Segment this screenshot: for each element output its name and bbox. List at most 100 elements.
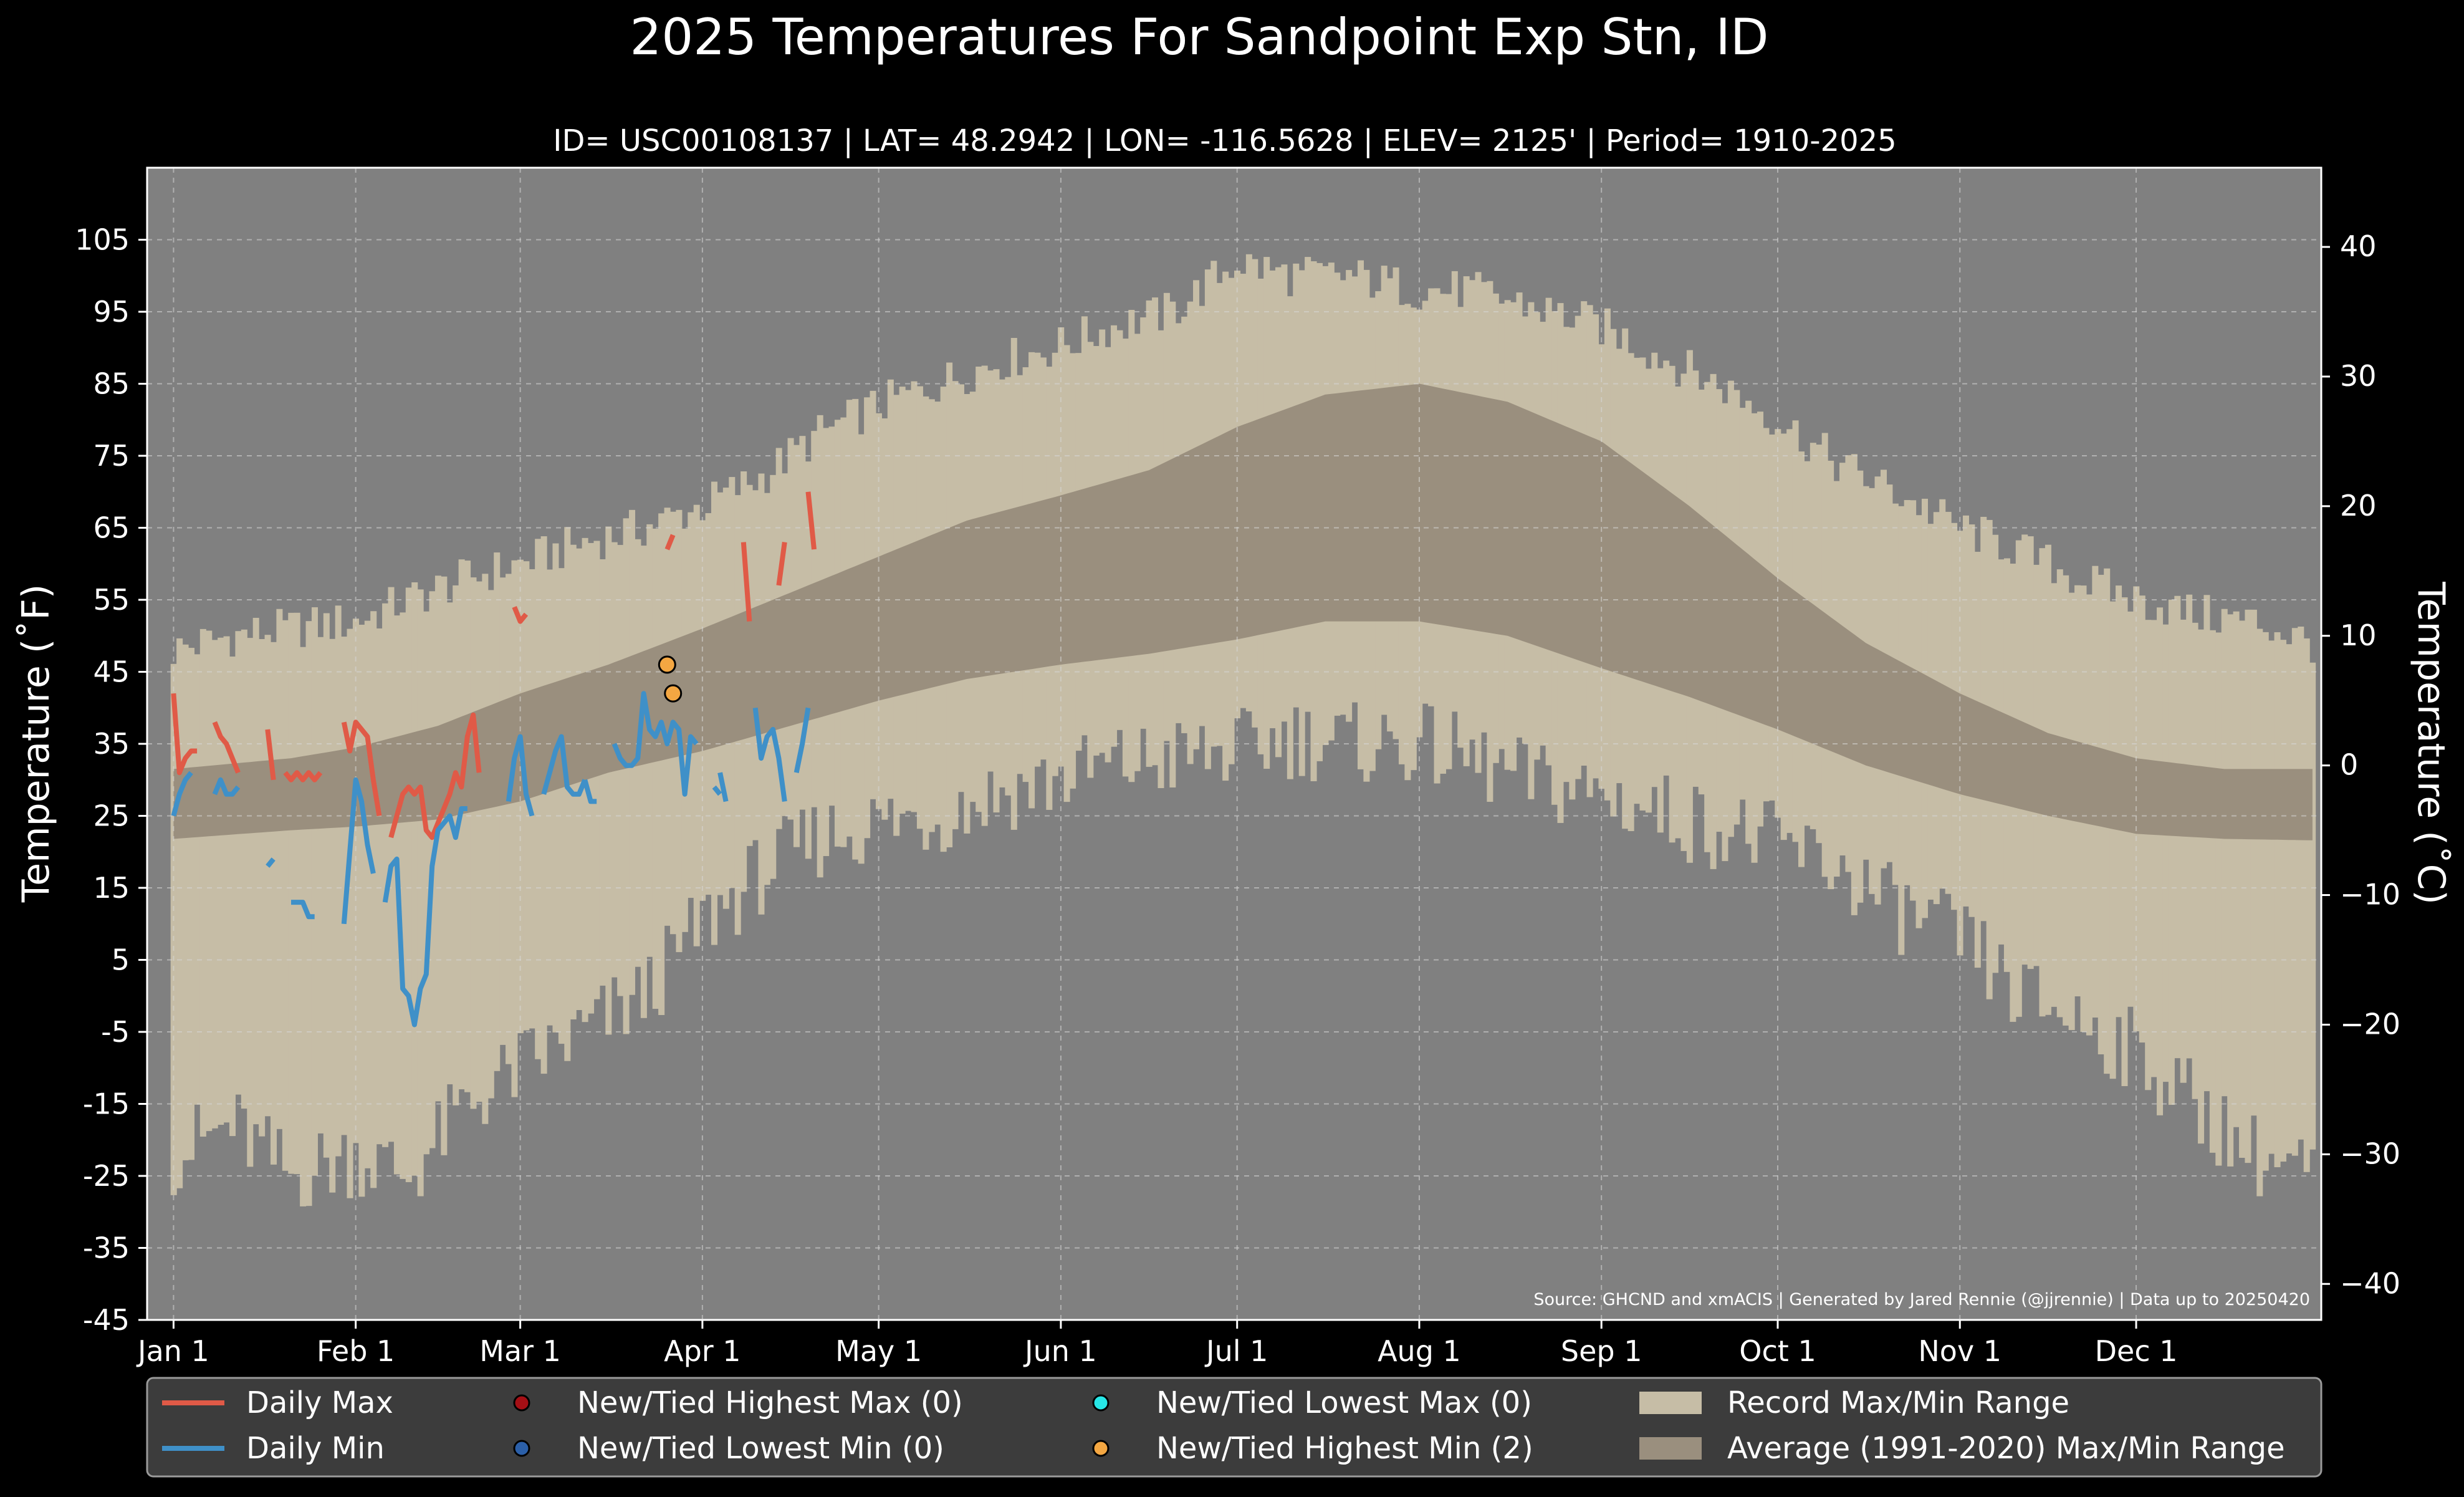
legend-marker-new-highest-min <box>1092 1440 1110 1457</box>
record-range-bar <box>2268 640 2275 1154</box>
daily-max-line <box>212 721 241 774</box>
legend-swatch-normal-range <box>1639 1437 1702 1460</box>
record-range-bar <box>605 526 612 1035</box>
record-range-bar <box>405 587 412 1183</box>
y-tick-label-c: −30 <box>2340 1137 2400 1170</box>
record-range-bar <box>476 581 482 1102</box>
record-range-bar <box>529 569 535 1029</box>
x-tick-label: Nov 1 <box>1918 1334 2001 1368</box>
record-range-bar <box>2203 595 2210 1092</box>
record-range-bar <box>2239 620 2246 1158</box>
x-tick-label: Sep 1 <box>1561 1334 1642 1368</box>
record-range-bar <box>218 637 224 1125</box>
y-tick-label-f: -45 <box>83 1303 130 1337</box>
legend-item-daily-max: Daily Max <box>162 1385 393 1420</box>
chart-title: 2025 Temperatures For Sandpoint Exp Stn,… <box>630 8 1768 66</box>
y-tick-label-f: -5 <box>101 1015 130 1049</box>
record-range-bar <box>194 654 201 1105</box>
record-range-bar <box>329 638 336 1193</box>
record-range-bar <box>417 589 424 1196</box>
daily-min-line <box>212 777 241 797</box>
record-range-bar <box>2215 632 2222 1166</box>
record-range-bar <box>282 620 289 1171</box>
source-note: Source: GHCND and xmACIS | Generated by … <box>1533 1290 2310 1309</box>
x-tick-label: Jul 1 <box>1204 1334 1268 1368</box>
legend-marker-new-lowest-min <box>513 1440 530 1457</box>
record-range-bar <box>2280 640 2287 1162</box>
legend-label-normal-range: Average (1991-2020) Max/Min Range <box>1727 1431 2285 1466</box>
record-range-bar <box>411 582 418 1176</box>
record-range-bar <box>311 607 318 1176</box>
daily-max-line <box>265 729 276 781</box>
record-range-bar <box>347 628 353 1198</box>
record-range-bar <box>288 612 295 1174</box>
record-range-bar <box>317 637 324 1134</box>
daily-min-line <box>717 772 729 802</box>
legend-item-daily-min: Daily Min <box>162 1431 385 1466</box>
record-range-bar <box>506 574 512 1064</box>
record-range-bar <box>341 637 348 1135</box>
record-range-bar <box>300 647 307 1206</box>
x-tick-label: Jun 1 <box>1023 1334 1097 1368</box>
daily-max-line <box>664 534 676 551</box>
record-range-bar <box>564 527 571 1061</box>
x-tick-label: Aug 1 <box>1378 1334 1461 1368</box>
y-tick-label-f: 55 <box>93 583 130 617</box>
y-tick-label-c: −10 <box>2340 878 2400 912</box>
grid-lines <box>147 168 2321 1321</box>
record-range-bar <box>323 613 330 1158</box>
legend-label-new-highest-max: New/Tied Highest Max (0) <box>577 1385 963 1420</box>
y-tick-label-c: −20 <box>2340 1007 2400 1041</box>
daily-min-line <box>541 734 588 797</box>
record-range-bar <box>2168 599 2175 1105</box>
x-tick-label: Jan 1 <box>136 1334 209 1368</box>
record-range-bar <box>423 611 430 1155</box>
record-range-bar <box>2162 624 2169 1082</box>
record-range-bar <box>2121 597 2128 1087</box>
record-range-bar <box>358 624 365 1197</box>
y-tick-label-c: 0 <box>2340 748 2358 782</box>
legend-marker-new-lowest-max <box>1092 1394 1110 1412</box>
record-range-bar <box>2192 622 2198 1099</box>
legend-label-new-lowest-min: New/Tied Lowest Min (0) <box>577 1431 944 1466</box>
legend-label-daily-max: Daily Max <box>246 1385 393 1420</box>
record-range-bar <box>199 628 206 1137</box>
record-range-bar <box>400 612 406 1179</box>
record-range-bar <box>294 612 300 1175</box>
daily-min-series <box>171 691 811 1028</box>
record-range-bar <box>2245 609 2251 1163</box>
x-tick-label: Feb 1 <box>317 1334 395 1368</box>
legend-label-record-range: Record Max/Min Range <box>1727 1385 2069 1420</box>
daily-min-line <box>291 900 315 920</box>
record-point-highest-min <box>658 655 676 674</box>
record-range-bar <box>640 546 647 1018</box>
legend-item-new-lowest-max: New/Tied Lowest Max (0) <box>1092 1385 1532 1420</box>
record-range-bar <box>2233 611 2240 1127</box>
record-range-bar <box>446 602 453 1085</box>
record-range-bar <box>2286 644 2293 1154</box>
y-tick-label-f: 5 <box>112 943 130 977</box>
plot-area: Source: GHCND and xmACIS | Generated by … <box>146 166 2323 1321</box>
x-tick-label: Mar 1 <box>479 1334 561 1368</box>
record-range-bar <box>376 628 383 1145</box>
record-range-bar <box>270 642 277 1165</box>
record-range-bar <box>364 620 371 1168</box>
record-range-bar <box>658 513 665 1015</box>
record-range-bar <box>382 603 389 1147</box>
legend-box <box>146 1377 2323 1478</box>
y-tick-label-f: 75 <box>93 439 130 473</box>
record-range-bar <box>370 611 377 1188</box>
record-range-bar <box>2150 620 2157 1077</box>
chart-subtitle: ID= USC00108137 | LAT= 48.2942 | LON= -1… <box>553 123 1896 158</box>
daily-min-line <box>611 691 699 797</box>
record-range-bar <box>182 644 189 1160</box>
record-range-bar <box>2291 628 2298 1156</box>
record-range-bar <box>206 630 213 1132</box>
y-tick-label-f: 45 <box>93 655 130 689</box>
record-range-bar <box>2262 632 2269 1171</box>
record-range-bar <box>2274 632 2281 1168</box>
legend-item-record-range: Record Max/Min Range <box>1639 1385 2069 1420</box>
record-range-bar <box>2250 609 2257 1116</box>
record-range-bar <box>241 629 247 1109</box>
record-range-bar <box>623 518 630 1034</box>
